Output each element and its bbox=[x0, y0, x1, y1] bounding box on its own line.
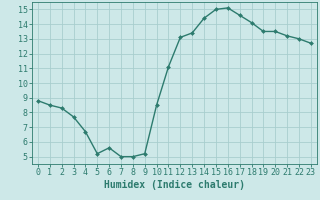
X-axis label: Humidex (Indice chaleur): Humidex (Indice chaleur) bbox=[104, 180, 245, 190]
